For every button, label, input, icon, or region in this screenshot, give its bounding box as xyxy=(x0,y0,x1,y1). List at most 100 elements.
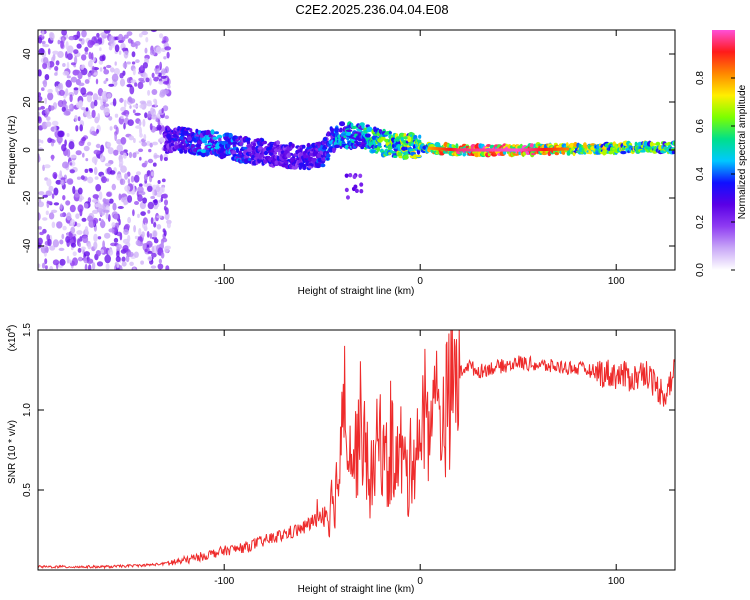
spectrogram-noise-mark xyxy=(86,91,94,96)
spectrogram-signal-mark xyxy=(343,135,347,139)
spectrogram-noise-mark xyxy=(83,203,89,209)
spectrogram-noise-mark xyxy=(153,222,157,228)
spectrogram-noise-mark xyxy=(63,110,71,116)
colorbar: 0.0 0.2 0.4 0.6 0.8 Normalized spectral ampl… xyxy=(695,30,748,277)
spectrogram-noise-mark xyxy=(51,221,56,228)
spectrogram-noise-mark xyxy=(53,187,59,196)
spectrogram-noise-mark xyxy=(84,168,89,173)
spectrogram-signal-mark xyxy=(672,141,675,146)
spectrogram-noise-mark xyxy=(157,180,161,184)
spectrogram-noise-mark xyxy=(55,179,62,185)
spectrogram-signal-mark xyxy=(301,144,306,149)
spectrogram-noise-mark xyxy=(159,154,163,162)
spectrogram-noise-mark xyxy=(163,56,167,60)
spectrogram-noise-mark xyxy=(42,194,48,198)
spectrogram-noise-mark xyxy=(98,96,102,101)
spectrogram-noise-mark xyxy=(149,233,153,239)
spectrogram-noise-mark xyxy=(47,238,52,247)
spectrogram-noise-mark xyxy=(119,98,124,103)
spectrogram-noise-mark xyxy=(105,78,109,82)
spectrogram-noise-mark xyxy=(98,218,102,221)
spectrogram-noise-mark xyxy=(165,265,170,270)
spectrogram-noise-mark xyxy=(114,44,120,53)
spectrogram-signal-mark xyxy=(304,148,309,154)
spectrogram-noise-mark xyxy=(41,139,44,144)
spectrogram-noise-mark xyxy=(70,76,78,83)
spectrogram-noise-mark xyxy=(160,75,167,79)
spectrogram-noise-mark xyxy=(88,60,93,68)
spectrogram-noise-mark xyxy=(94,43,100,47)
spectrogram-noise-mark xyxy=(71,242,76,248)
spectrogram-noise-mark xyxy=(97,236,102,240)
spectrogram-noise-mark xyxy=(104,162,112,167)
spectrogram-noise-mark xyxy=(38,263,41,269)
spectrogram-noise-mark xyxy=(51,139,56,144)
spectrogram-noise-mark xyxy=(95,203,100,208)
spectrogram-signal-mark xyxy=(652,143,656,146)
spectrogram-noise-mark xyxy=(83,145,90,152)
spectrogram-noise-mark xyxy=(125,255,130,263)
spectrogram-signal-mark xyxy=(179,135,185,140)
spectrogram-signal-mark xyxy=(376,147,381,152)
spectrogram-noise-mark xyxy=(60,179,65,186)
spectrogram-noise-mark xyxy=(46,116,51,121)
spectrogram-signal-mark xyxy=(359,188,364,194)
spectrogram-noise-mark xyxy=(123,228,129,235)
spectrogram-noise-mark xyxy=(52,239,60,248)
spectrogram-noise-mark xyxy=(149,50,156,56)
spectrogram-noise-mark xyxy=(137,194,143,202)
spectrogram-noise-mark xyxy=(141,30,149,36)
spectrogram-noise-mark xyxy=(104,254,111,264)
spectrogram-noise-mark xyxy=(140,260,145,265)
spectrogram-noise-mark xyxy=(71,233,77,237)
spectrogram-noise-mark xyxy=(42,62,48,70)
spectrogram-noise-mark xyxy=(96,32,100,38)
spectrogram-signal-mark xyxy=(344,173,349,178)
spectrogram-noise-mark xyxy=(39,231,44,236)
spectrogram-noise-mark xyxy=(123,34,129,39)
spectrogram-noise-mark xyxy=(103,107,110,116)
spectrogram-noise-mark xyxy=(78,100,84,108)
spectrogram-noise-mark xyxy=(94,176,99,180)
spectrogram-noise-mark xyxy=(106,192,112,197)
spectrogram-y-label: Frequency (Hz) xyxy=(7,116,18,185)
spectrogram-noise-mark xyxy=(161,178,166,183)
spectrogram-noise-mark xyxy=(78,242,81,248)
spectrogram-noise-mark xyxy=(118,40,124,44)
spectrogram-noise-mark xyxy=(116,250,120,258)
spectrogram-noise-mark xyxy=(151,114,157,120)
spectrogram-noise-mark xyxy=(48,185,54,192)
spectrogram-noise-mark xyxy=(134,82,138,87)
spectrogram-noise-mark xyxy=(103,209,110,213)
spectrogram-signal-mark xyxy=(377,142,382,147)
spectrogram-noise-mark xyxy=(51,120,59,126)
spectrogram-noise-mark xyxy=(108,35,115,44)
spectrogram-noise-mark xyxy=(84,226,89,235)
spectrogram-noise-mark xyxy=(86,94,92,103)
spectrogram-noise-mark xyxy=(68,104,73,110)
spectrogram-noise-mark xyxy=(121,47,128,52)
spectrogram-noise-mark xyxy=(152,230,157,238)
spectrogram-noise-mark xyxy=(127,195,133,203)
spectrogram-noise-mark xyxy=(51,193,55,199)
spectrogram-noise-mark xyxy=(113,68,120,75)
spectrogram-signal-mark xyxy=(235,147,240,153)
spectrogram-signal-mark xyxy=(345,132,352,136)
spectrogram-noise-mark xyxy=(146,101,153,107)
spectrogram-noise-mark xyxy=(134,201,139,205)
spectrogram-noise-mark xyxy=(65,88,69,97)
spectrogram-signal-mark xyxy=(344,187,349,193)
spectrogram-noise-mark xyxy=(98,191,103,200)
spectrogram-noise-mark xyxy=(77,247,82,253)
spectrogram-signal-mark xyxy=(202,140,208,144)
spectrogram-noise-mark xyxy=(45,121,52,127)
spectrogram-noise-mark xyxy=(150,107,155,115)
spectrogram-noise-mark xyxy=(72,185,76,195)
spectrogram-signal-mark xyxy=(206,152,210,156)
spectrogram-noise-mark xyxy=(43,44,50,48)
spectrogram-noise-mark xyxy=(101,90,108,100)
spectrogram-noise-mark xyxy=(158,199,162,203)
spectrogram-signal-mark xyxy=(186,143,191,147)
spectrogram-noise-mark xyxy=(90,52,94,60)
spectrogram-noise-mark xyxy=(56,221,63,229)
